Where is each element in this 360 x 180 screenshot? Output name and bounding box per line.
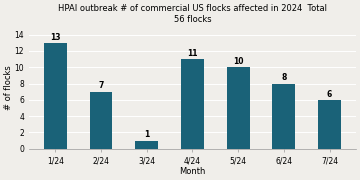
- X-axis label: Month: Month: [179, 167, 206, 176]
- Bar: [44, 43, 67, 149]
- Text: 13: 13: [50, 33, 60, 42]
- Bar: [135, 141, 158, 149]
- Title: HPAI outbreak # of commercial US flocks affected in 2024  Total
56 flocks: HPAI outbreak # of commercial US flocks …: [58, 4, 327, 24]
- Text: 6: 6: [327, 90, 332, 99]
- Bar: [227, 67, 249, 149]
- Text: 8: 8: [281, 73, 287, 82]
- Bar: [318, 100, 341, 149]
- Text: 7: 7: [98, 82, 104, 91]
- Text: 10: 10: [233, 57, 243, 66]
- Text: 11: 11: [187, 49, 198, 58]
- Bar: [273, 84, 295, 149]
- Bar: [90, 92, 112, 149]
- Text: 1: 1: [144, 130, 149, 140]
- Y-axis label: # of flocks: # of flocks: [4, 65, 13, 110]
- Bar: [181, 59, 204, 149]
